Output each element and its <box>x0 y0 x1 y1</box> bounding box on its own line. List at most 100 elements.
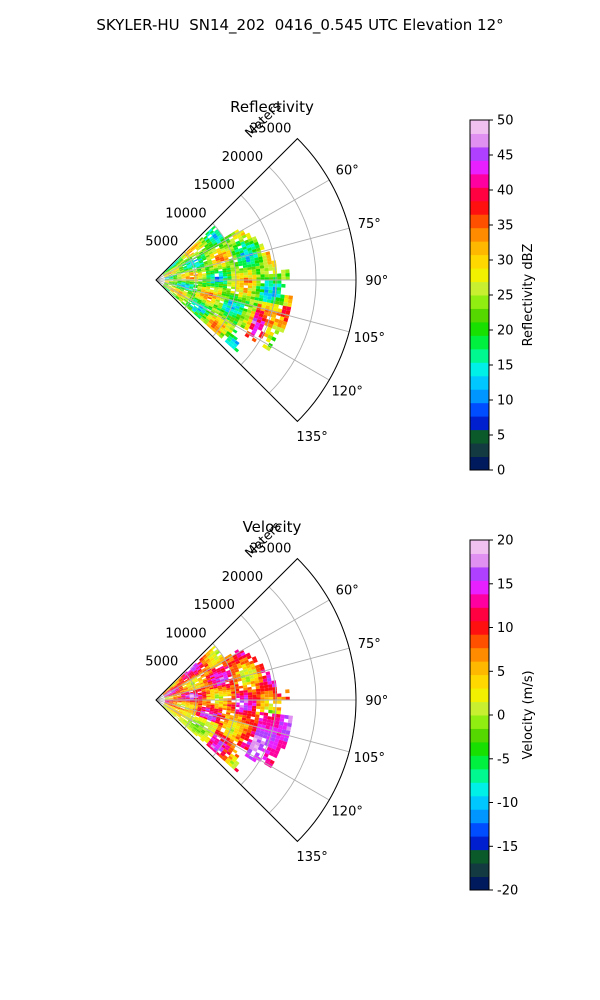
echo-cell <box>259 730 265 735</box>
angle-tick-label: 135° <box>296 850 327 865</box>
echo-cell <box>206 703 211 705</box>
echo-cell <box>202 282 207 285</box>
echo-cell <box>228 755 233 761</box>
echo-cell <box>272 290 277 294</box>
echo-cell <box>166 288 170 292</box>
echo-cell <box>187 727 192 731</box>
echo-cell <box>223 328 228 333</box>
echo-cell <box>218 287 223 290</box>
echo-cell <box>227 700 232 703</box>
echo-cell <box>183 677 188 681</box>
echo-cell <box>185 701 190 703</box>
echo-cell <box>267 334 273 340</box>
echo-cell <box>187 264 192 268</box>
echo-cell <box>193 242 197 247</box>
echo-cell <box>195 683 200 687</box>
echo-cell <box>264 267 269 272</box>
echo-cell <box>173 685 178 689</box>
echo-cell <box>189 281 195 283</box>
echo-cell <box>268 703 274 707</box>
echo-cell <box>175 268 180 271</box>
echo-cell <box>178 257 183 261</box>
echo-cell <box>279 327 285 333</box>
echo-cell <box>166 269 171 273</box>
echo-cell <box>221 669 226 673</box>
echo-cell <box>242 666 248 670</box>
echo-cell <box>210 273 215 276</box>
echo-cell <box>217 267 223 270</box>
echo-cell <box>280 714 285 719</box>
echo-cell <box>177 275 182 278</box>
echo-cell <box>185 295 190 299</box>
echo-cell <box>164 281 169 282</box>
echo-cell <box>208 320 213 325</box>
echo-cell <box>222 723 228 728</box>
echo-cell <box>258 313 264 318</box>
echo-cell <box>198 696 203 698</box>
sector-outline <box>155 137 357 423</box>
echo-cell <box>172 712 177 716</box>
echo-cell <box>177 281 182 283</box>
echo-cell <box>238 712 244 715</box>
echo-cell <box>215 678 221 682</box>
colorbar-step <box>470 863 489 878</box>
echo-cell <box>213 710 219 713</box>
echo-cell <box>211 645 216 651</box>
echo-cell <box>223 721 228 726</box>
echo-cell <box>163 705 167 709</box>
echo-cell <box>189 696 194 699</box>
echo-cell <box>189 698 195 700</box>
echo-cell <box>239 707 244 711</box>
echo-cell <box>218 270 223 274</box>
echo-cell <box>168 273 172 275</box>
echo-cell <box>256 283 261 287</box>
echo-cell <box>202 257 207 261</box>
echo-cell <box>169 698 174 700</box>
echo-cell <box>231 286 236 290</box>
echo-cell <box>186 714 191 718</box>
echo-cell <box>254 324 259 330</box>
echo-cell <box>201 720 206 724</box>
echo-cell <box>168 281 174 283</box>
echo-cell <box>234 727 239 732</box>
echo-cell <box>241 257 246 261</box>
echo-cell <box>258 259 264 263</box>
echo-cell <box>210 231 216 236</box>
echo-cell <box>212 671 218 675</box>
echo-cell <box>262 734 268 739</box>
echo-cell <box>219 245 225 250</box>
echo-cell <box>164 275 169 278</box>
echo-cell <box>268 751 275 757</box>
echo-cell <box>234 289 240 292</box>
echo-cell <box>206 277 211 279</box>
echo-cell <box>206 285 211 288</box>
echo-cell <box>242 319 248 324</box>
echo-cell <box>200 310 205 315</box>
colorbar-step <box>470 254 489 269</box>
echo-cell <box>221 756 227 762</box>
echo-cell <box>246 293 252 297</box>
echo-cell <box>183 299 187 303</box>
echo-cell <box>242 295 247 299</box>
colorbar-tick-label: 25 <box>497 289 514 304</box>
echo-cell <box>196 289 202 292</box>
echo-cell <box>202 273 207 275</box>
echo-cell <box>249 313 255 318</box>
echo-cell <box>261 252 267 257</box>
colorbar-tick-label: 20 <box>497 534 514 549</box>
echo-cell <box>214 236 219 241</box>
echo-cell <box>225 716 230 719</box>
echo-cell <box>191 254 196 258</box>
echo-cell <box>234 266 240 270</box>
echo-cell <box>177 713 182 716</box>
echo-cell <box>189 283 194 286</box>
echo-cell <box>166 269 170 273</box>
echo-cell <box>174 679 179 684</box>
echo-cell <box>221 305 227 309</box>
echo-cell <box>181 700 186 702</box>
echo-cell <box>247 269 252 273</box>
echo-cell <box>171 271 176 274</box>
echo-cell <box>229 260 234 264</box>
echo-cell <box>243 272 248 276</box>
echo-cell <box>176 706 181 708</box>
